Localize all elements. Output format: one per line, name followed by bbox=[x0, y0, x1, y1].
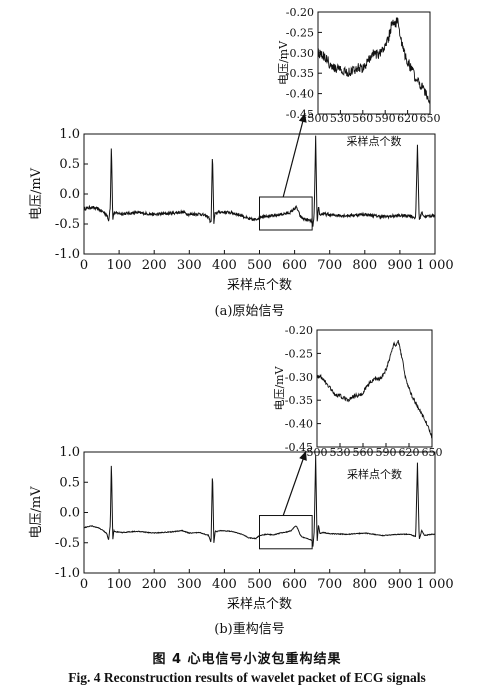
y-tick-label: -0.25 bbox=[286, 26, 314, 39]
x-tick-label: 500 bbox=[247, 258, 272, 273]
y-tick-label: -0.5 bbox=[55, 217, 80, 232]
x-tick-label: 100 bbox=[107, 577, 132, 592]
x-tick-label: 590 bbox=[375, 112, 396, 125]
x-tick-label: 900 bbox=[387, 258, 412, 273]
x-tick-label: 500 bbox=[307, 446, 328, 459]
x-tick-label: 530 bbox=[330, 446, 351, 459]
x-tick-label: 900 bbox=[387, 577, 412, 592]
y-tick-label: -0.40 bbox=[286, 88, 314, 101]
chart-subtitle: (b)重构信号 bbox=[214, 621, 284, 637]
x-tick-label: 590 bbox=[376, 446, 397, 459]
plot-frame bbox=[317, 11, 431, 115]
x-tick-label: 0 bbox=[80, 258, 88, 273]
figure-caption-en: Fig. 4 Reconstruction results of wavelet… bbox=[68, 670, 426, 685]
x-axis-label: 采样点个数 bbox=[227, 597, 292, 612]
x-tick-label: 600 bbox=[282, 577, 307, 592]
x-tick-label: 500 bbox=[308, 112, 329, 125]
figure-caption-cn: 图 4 心电信号小波包重构结果 bbox=[152, 652, 342, 667]
y-tick-label: -0.30 bbox=[286, 47, 314, 60]
x-tick-label: 560 bbox=[353, 446, 374, 459]
chart-subtitle: (a)原始信号 bbox=[215, 304, 285, 319]
x-tick-label: 700 bbox=[317, 577, 342, 592]
x-tick-label: 200 bbox=[142, 577, 167, 592]
y-tick-label: -1.0 bbox=[55, 247, 80, 262]
zoom-arrow-b-head bbox=[299, 451, 307, 461]
x-tick-label: 400 bbox=[212, 258, 237, 273]
plot-frame bbox=[316, 329, 433, 448]
x-tick-label: 800 bbox=[352, 577, 377, 592]
x-tick-label: 100 bbox=[107, 258, 132, 273]
y-tick-label: 0.0 bbox=[59, 187, 80, 202]
y-axis-label: 电压/mV bbox=[273, 365, 286, 410]
chart-reconstructed-zoom: 500 530 560 590 620 650 -0.20 -0.25 -0.30 -0.35 -0… bbox=[273, 324, 443, 481]
zoom-arrow-a bbox=[282, 112, 306, 198]
zoom-box bbox=[259, 196, 313, 231]
series-line bbox=[317, 17, 431, 104]
chart-original-main: 0 100 200 300 400 500 600 700 800 900 1 000 1.0 0.5 0… bbox=[29, 127, 454, 319]
y-tick-label: 1.0 bbox=[59, 127, 80, 142]
y-tick-label: -0.35 bbox=[285, 394, 313, 407]
y-tick-label: -0.20 bbox=[285, 324, 313, 337]
x-tick-label: 650 bbox=[422, 446, 443, 459]
chart-reconstructed-main: 0 100 200 300 400 500 600 700 800 900 1 000 1.0 0.5 0… bbox=[29, 445, 454, 637]
y-tick-label: -0.5 bbox=[55, 536, 80, 551]
x-tick-label: 1 000 bbox=[416, 577, 453, 592]
x-tick-label: 620 bbox=[399, 446, 420, 459]
y-tick-label: 0.5 bbox=[59, 475, 80, 490]
y-axis-label: 电压/mV bbox=[277, 40, 290, 85]
x-tick-label: 200 bbox=[142, 258, 167, 273]
x-tick-label: 700 bbox=[317, 258, 342, 273]
zoom-arrow-a-head bbox=[298, 113, 307, 123]
x-tick-label: 300 bbox=[177, 577, 202, 592]
x-axis-label: 采样点个数 bbox=[347, 134, 402, 148]
x-tick-label: 800 bbox=[352, 258, 377, 273]
zoom-arrow-b bbox=[282, 450, 307, 516]
chart-original-zoom: 500 530 560 590 620 650 -0.20 -0.25 -0.30 -0.35 -0… bbox=[277, 6, 441, 148]
series-line bbox=[316, 339, 433, 439]
y-tick-label: -0.45 bbox=[286, 108, 314, 121]
x-tick-label: 300 bbox=[177, 258, 202, 273]
y-tick-label: -0.20 bbox=[286, 6, 314, 19]
x-tick-label: 400 bbox=[212, 577, 237, 592]
y-axis-label: 电压/mV bbox=[29, 486, 44, 539]
y-tick-label: -0.40 bbox=[285, 418, 313, 431]
y-tick-label: -0.45 bbox=[285, 441, 313, 454]
y-axis-label: 电压/mV bbox=[29, 167, 44, 220]
x-tick-label: 560 bbox=[352, 112, 373, 125]
x-axis-label: 采样点个数 bbox=[227, 278, 292, 293]
y-tick-label: 1.0 bbox=[59, 445, 80, 460]
x-tick-label: 600 bbox=[282, 258, 307, 273]
y-tick-label: -0.35 bbox=[286, 67, 314, 80]
x-tick-label: 500 bbox=[247, 577, 272, 592]
y-tick-label: -0.25 bbox=[285, 347, 313, 360]
x-tick-label: 620 bbox=[397, 112, 418, 125]
y-tick-label: -1.0 bbox=[55, 566, 80, 581]
x-tick-label: 1 000 bbox=[416, 258, 453, 273]
x-tick-label: 0 bbox=[80, 577, 88, 592]
plot-frame bbox=[83, 133, 436, 255]
zoom-box bbox=[259, 515, 313, 550]
y-tick-label: -0.30 bbox=[285, 371, 313, 384]
x-tick-label: 530 bbox=[330, 112, 351, 125]
x-axis-label: 采样点个数 bbox=[347, 467, 402, 481]
y-tick-label: 0.5 bbox=[59, 157, 80, 172]
y-tick-label: 0.0 bbox=[59, 506, 80, 521]
x-tick-label: 650 bbox=[420, 112, 441, 125]
